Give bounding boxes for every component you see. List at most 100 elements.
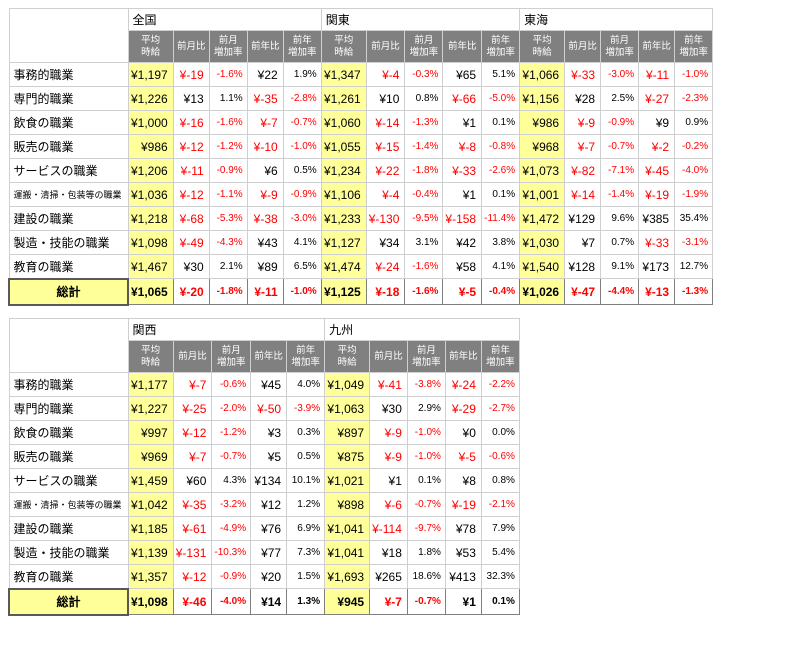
value-cell: ¥45 [250, 372, 288, 397]
column-header: 前年比 [444, 340, 482, 373]
total-value-cell: ¥-7 [369, 588, 408, 615]
value-cell: -2.2% [480, 372, 520, 397]
column-header: 前年比 [246, 30, 284, 63]
value-cell: ¥134 [250, 468, 288, 493]
value-cell: ¥1,098 [127, 230, 174, 255]
value-cell: ¥875 [324, 444, 371, 469]
value-cell: ¥413 [444, 564, 482, 589]
value-cell: ¥-66 [442, 86, 483, 111]
corner-cell [8, 318, 129, 373]
column-header: 前年 増加率 [674, 30, 714, 63]
column-header: 前年 増加率 [480, 340, 520, 373]
column-header: 前月比 [172, 30, 210, 63]
value-cell: 1.1% [208, 86, 248, 111]
value-cell: ¥30 [172, 254, 210, 279]
total-value-cell: -4.4% [600, 278, 640, 305]
value-cell: ¥-6 [369, 492, 408, 517]
value-cell: ¥1,063 [324, 396, 371, 421]
value-cell: 2.5% [600, 86, 640, 111]
value-cell: 0.9% [674, 110, 714, 135]
value-cell: ¥22 [246, 62, 284, 87]
value-cell: ¥-45 [638, 158, 676, 183]
column-header: 前月比 [365, 30, 406, 63]
value-cell: -1.0% [406, 420, 446, 445]
total-value-cell: ¥-47 [564, 278, 602, 305]
total-label: 総計 [8, 587, 129, 616]
value-cell: ¥-33 [564, 62, 602, 87]
column-header: 平均 時給 [127, 340, 174, 373]
value-cell: -2.6% [481, 158, 521, 183]
value-cell: -0.9% [211, 564, 252, 589]
column-header: 前月 増加率 [208, 30, 248, 63]
value-cell: ¥1,042 [127, 492, 174, 517]
value-cell: 1.2% [286, 492, 326, 517]
value-cell: -1.0% [674, 62, 714, 87]
value-cell: 0.8% [404, 86, 444, 111]
occupation-label: 事務的職業 [8, 372, 129, 397]
value-cell: ¥1,106 [320, 182, 367, 207]
value-cell: ¥-131 [172, 540, 213, 565]
value-cell: -4.3% [208, 230, 248, 255]
occupation-label: 教育の職業 [8, 564, 129, 589]
value-cell: 0.0% [480, 420, 520, 445]
value-cell: ¥1,206 [127, 158, 174, 183]
value-cell: ¥-9 [369, 444, 408, 469]
value-cell: ¥-14 [365, 110, 406, 135]
column-header: 平均 時給 [127, 30, 174, 63]
value-cell: -1.0% [282, 134, 322, 159]
value-cell: -0.7% [211, 444, 252, 469]
value-cell: 7.9% [480, 516, 520, 541]
value-cell: ¥986 [519, 110, 566, 135]
column-header: 前年 増加率 [282, 30, 322, 63]
value-cell: ¥34 [365, 230, 406, 255]
value-cell: ¥18 [369, 540, 408, 565]
value-cell: ¥6 [246, 158, 284, 183]
value-cell: 0.5% [286, 444, 326, 469]
value-cell: 32.3% [480, 564, 520, 589]
value-cell: 35.4% [674, 206, 714, 231]
value-cell: ¥1,000 [127, 110, 174, 135]
value-cell: -2.1% [480, 492, 520, 517]
value-cell: ¥128 [564, 254, 602, 279]
value-cell: ¥89 [246, 254, 284, 279]
total-value-cell: -1.3% [674, 278, 714, 305]
value-cell: ¥30 [369, 396, 408, 421]
value-cell: 5.1% [481, 62, 521, 87]
value-cell: ¥1,226 [127, 86, 174, 111]
value-cell: ¥898 [324, 492, 371, 517]
value-cell: -0.7% [600, 134, 640, 159]
value-cell: -1.3% [404, 110, 444, 135]
value-cell: ¥-7 [172, 444, 213, 469]
region-header: 全国 [127, 8, 322, 31]
total-value-cell: -4.0% [211, 588, 252, 615]
value-cell: -0.9% [600, 110, 640, 135]
value-cell: 3.8% [481, 230, 521, 255]
total-value-cell: ¥-18 [365, 278, 406, 305]
value-cell: -3.8% [406, 372, 446, 397]
value-cell: ¥1 [369, 468, 408, 493]
occupation-label: 飲食の職業 [8, 110, 129, 135]
value-cell: ¥60 [172, 468, 213, 493]
value-cell: ¥986 [127, 134, 174, 159]
value-cell: ¥53 [444, 540, 482, 565]
value-cell: ¥1,041 [324, 516, 371, 541]
corner-cell [8, 8, 129, 63]
value-cell: ¥1,227 [127, 396, 174, 421]
value-cell: -0.4% [404, 182, 444, 207]
occupation-label: 建設の職業 [8, 206, 129, 231]
value-cell: 7.3% [286, 540, 326, 565]
value-cell: ¥42 [442, 230, 483, 255]
value-cell: -0.9% [282, 182, 322, 207]
value-cell: -1.2% [208, 134, 248, 159]
value-cell: ¥76 [250, 516, 288, 541]
value-cell: -5.0% [481, 86, 521, 111]
value-cell: ¥1,036 [127, 182, 174, 207]
occupation-label: 販売の職業 [8, 134, 129, 159]
value-cell: ¥9 [638, 110, 676, 135]
value-cell: ¥1,049 [324, 372, 371, 397]
occupation-label: 教育の職業 [8, 254, 129, 279]
value-cell: ¥1,073 [519, 158, 566, 183]
value-cell: -3.1% [674, 230, 714, 255]
occupation-label: 事務的職業 [8, 62, 129, 87]
value-cell: ¥1,041 [324, 540, 371, 565]
